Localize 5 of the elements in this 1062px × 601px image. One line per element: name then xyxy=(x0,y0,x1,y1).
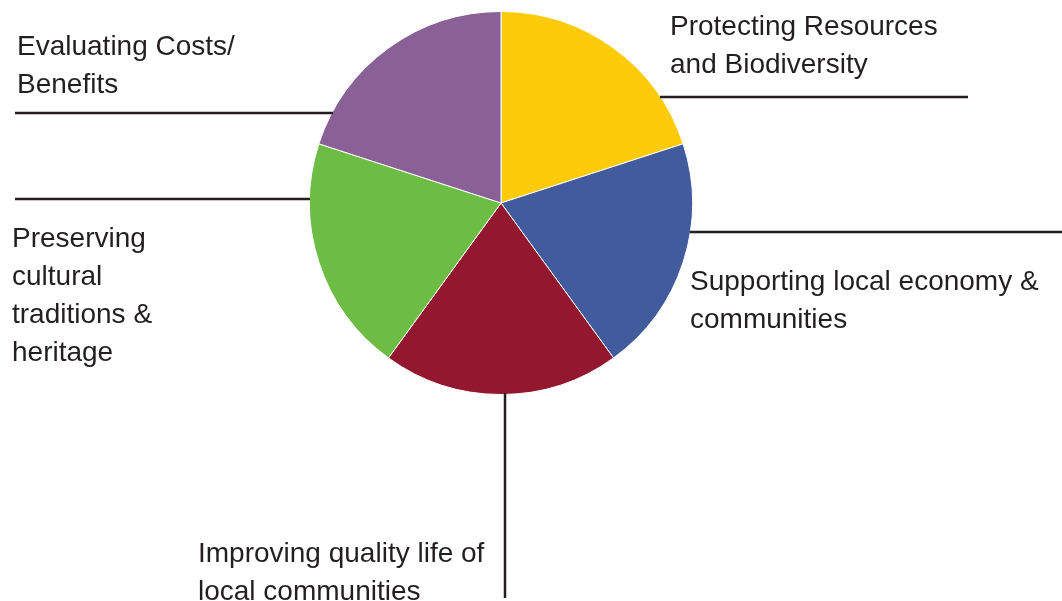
slice-label: Protecting Resources and Biodiversity xyxy=(670,10,938,79)
slice-label: Evaluating Costs/ Benefits xyxy=(17,30,236,99)
slice-label: Preserving cultural traditions & heritage xyxy=(12,222,153,367)
slice-label: Supporting local economy & communities xyxy=(690,265,1039,334)
slice-label: Improving quality life of local communities xyxy=(198,537,485,601)
